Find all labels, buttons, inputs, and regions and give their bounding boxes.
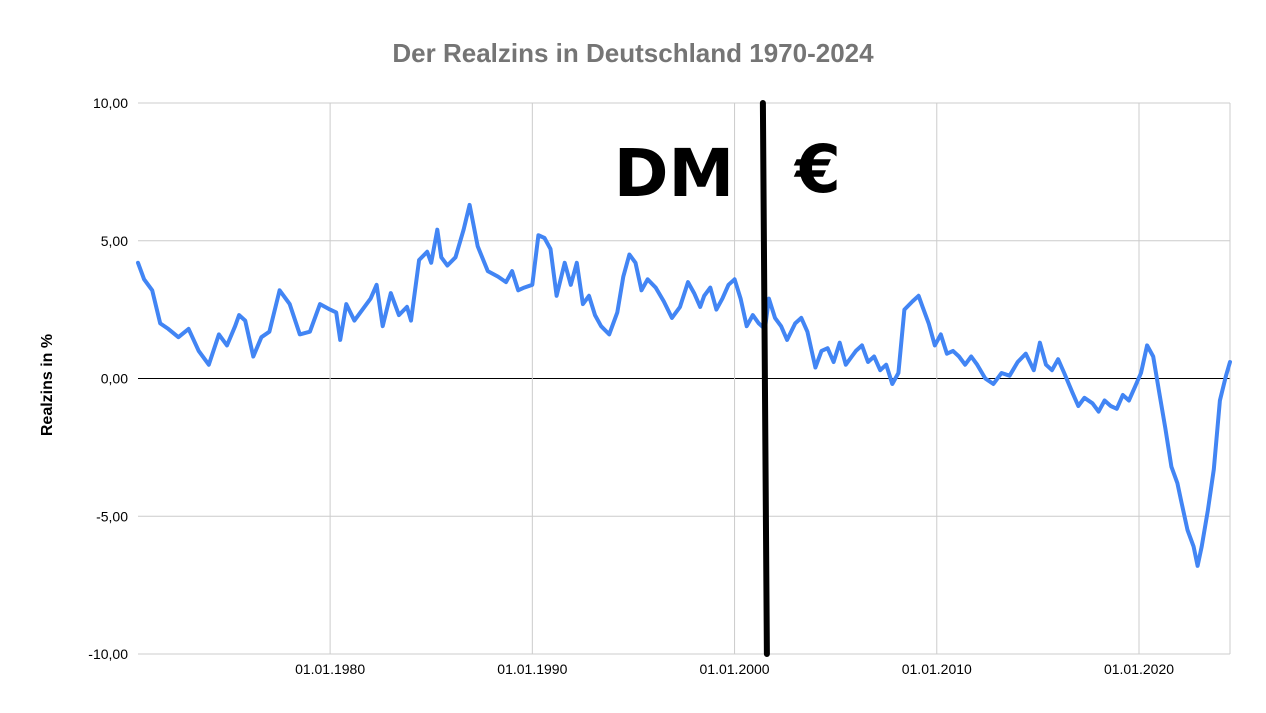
y-tick-label: 0,00 [101, 371, 128, 387]
y-tick-label: 10,00 [93, 95, 128, 111]
y-axis-label: Realzins in % [39, 334, 56, 436]
y-tick-label: -5,00 [96, 508, 128, 524]
x-tick-label: 01.01.1980 [295, 661, 365, 677]
currency-divider-line [759, 100, 770, 657]
annotation-euro: € [793, 131, 841, 208]
y-tick-label: -10,00 [88, 646, 128, 662]
x-axis: 01.01.1980 01.01.1990 01.01.2000 01.01.2010… [295, 661, 1174, 677]
annotations: DM € [614, 100, 841, 657]
chart-title: Der Realzins in Deutschland 1970-2024 [392, 38, 874, 68]
series-line [136, 202, 1232, 568]
series-group [136, 202, 1232, 568]
x-tick-label: 01.01.2010 [902, 661, 972, 677]
y-tick-label: 5,00 [101, 233, 128, 249]
x-tick-label: 01.01.2020 [1104, 661, 1174, 677]
annotation-dm: DM [614, 135, 734, 212]
x-tick-label: 01.01.2000 [700, 661, 770, 677]
x-tick-label: 01.01.1990 [497, 661, 567, 677]
grid [138, 102, 1231, 655]
y-axis: 10,00 5,00 0,00 -5,00 -10,00 [88, 95, 128, 662]
